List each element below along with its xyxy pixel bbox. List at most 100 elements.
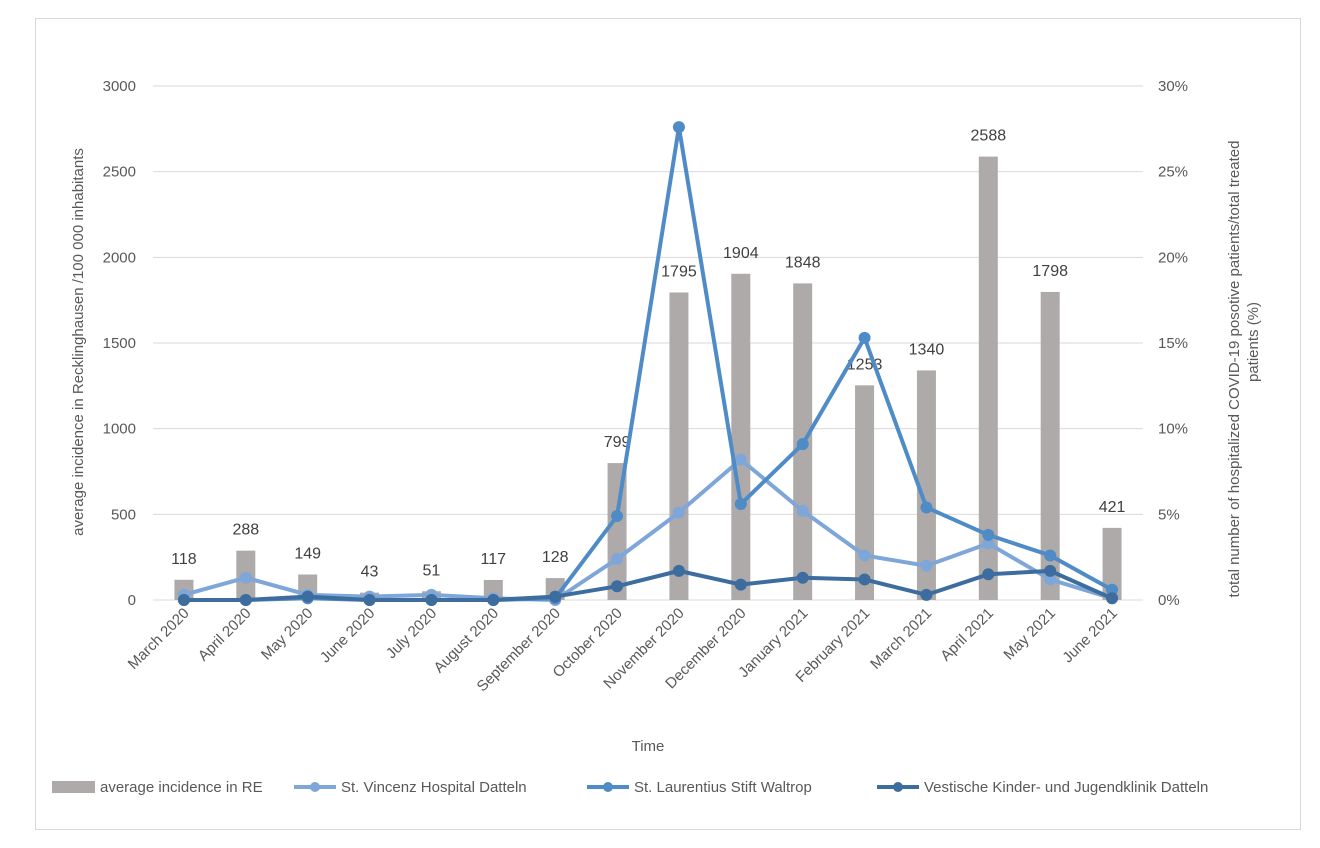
series-point bbox=[672, 121, 685, 134]
series-line bbox=[183, 125, 1114, 602]
x-tick-label: June 2020 bbox=[317, 605, 379, 667]
series-point bbox=[920, 559, 933, 572]
series-point bbox=[796, 571, 809, 584]
x-tick-labels: March 2020 April 2020 May 2020 June 2020 Jul… bbox=[125, 605, 1121, 695]
y-left-tick-label: 2500 bbox=[103, 164, 136, 181]
x-tick-label: March 2021 bbox=[867, 605, 935, 673]
y-right-tick-label: 10% bbox=[1158, 421, 1188, 438]
series-line bbox=[183, 457, 1113, 602]
bar-data-label: 117 bbox=[481, 551, 507, 568]
bar bbox=[855, 385, 875, 600]
legend-swatch-laurentius-marker bbox=[603, 782, 613, 792]
bar bbox=[978, 156, 998, 600]
bar-data-label: 1798 bbox=[1032, 263, 1068, 280]
x-tick-label: May 2020 bbox=[258, 605, 317, 664]
x-tick-label: March 2020 bbox=[125, 605, 193, 673]
y-left-tick-label: 0 bbox=[128, 592, 136, 609]
y-right-axis-title-line1: total number of hospitalized COVID-19 po… bbox=[1226, 141, 1243, 598]
y-right-tick-labels: 0% 5% 10% 15% 20% 25% 30% bbox=[1158, 78, 1188, 609]
series-point bbox=[363, 594, 376, 606]
legend-swatch-incidence bbox=[52, 781, 95, 793]
legend: average incidence in RE St. Vincenz Hosp… bbox=[52, 779, 1208, 796]
series-point bbox=[239, 594, 252, 606]
series-point bbox=[920, 588, 933, 601]
series-point bbox=[734, 578, 747, 591]
line-series-group bbox=[177, 121, 1119, 606]
series-point bbox=[487, 594, 500, 606]
y-right-tick-label: 20% bbox=[1158, 249, 1188, 266]
bar-data-label: 51 bbox=[423, 562, 441, 579]
series-point bbox=[672, 564, 685, 577]
series-point bbox=[858, 331, 871, 344]
y-right-tick-label: 0% bbox=[1158, 592, 1180, 609]
bar bbox=[669, 292, 689, 600]
y-right-tick-label: 25% bbox=[1158, 164, 1188, 181]
series-point bbox=[301, 590, 314, 603]
legend-label-incidence: average incidence in RE bbox=[100, 779, 263, 796]
legend-label-vestische: Vestische Kinder- und Jugendklinik Datte… bbox=[924, 779, 1208, 796]
series-point bbox=[858, 549, 871, 562]
x-tick-label: June 2021 bbox=[1059, 605, 1121, 667]
series-point bbox=[425, 594, 438, 606]
series-point bbox=[1044, 564, 1057, 577]
y-left-tick-label: 1500 bbox=[103, 335, 136, 352]
series-point bbox=[611, 580, 624, 593]
bar-data-label: 1904 bbox=[723, 245, 759, 262]
series-point bbox=[611, 552, 624, 565]
y-right-tick-label: 30% bbox=[1158, 78, 1188, 95]
series-point bbox=[549, 590, 562, 603]
series-point bbox=[982, 537, 995, 550]
series-point bbox=[858, 573, 871, 586]
series-point bbox=[920, 501, 933, 514]
series-point bbox=[796, 438, 809, 451]
y-right-tick-label: 5% bbox=[1158, 506, 1180, 523]
series-point bbox=[796, 504, 809, 517]
x-axis-title: Time bbox=[632, 738, 665, 755]
series-point bbox=[1106, 592, 1119, 605]
series-point bbox=[1044, 549, 1057, 562]
bar-data-label: 128 bbox=[542, 549, 569, 566]
series-point bbox=[177, 594, 190, 606]
x-tick-label: July 2020 bbox=[383, 605, 440, 662]
series-point bbox=[982, 528, 995, 541]
series-point bbox=[982, 568, 995, 581]
bar bbox=[731, 273, 751, 600]
x-tick-label: April 2021 bbox=[937, 605, 997, 665]
y-right-axis-title-line2: patients (%) bbox=[1245, 302, 1262, 382]
series-point bbox=[611, 510, 624, 523]
y-left-tick-labels: 0 500 1000 1500 2000 2500 3000 bbox=[103, 78, 136, 609]
bar-data-label: 43 bbox=[361, 564, 379, 581]
series-line bbox=[183, 568, 1113, 602]
bar-data-label: 799 bbox=[604, 434, 631, 451]
series-point bbox=[239, 571, 252, 584]
bar-data-label: 2588 bbox=[971, 128, 1007, 145]
bar bbox=[1102, 527, 1122, 600]
bar-data-label: 1340 bbox=[909, 341, 945, 358]
y-left-tick-label: 1000 bbox=[103, 421, 136, 438]
series-point bbox=[1106, 583, 1119, 596]
bar-data-label: 421 bbox=[1099, 499, 1126, 516]
bar-data-label: 1848 bbox=[785, 254, 821, 271]
legend-label-laurentius: St. Laurentius Stift Waltrop bbox=[634, 779, 812, 796]
bar bbox=[916, 370, 936, 600]
y-left-axis-title: average incidence in Recklinghausen /100… bbox=[70, 148, 87, 536]
chart-frame bbox=[35, 18, 1301, 830]
bar bbox=[1040, 291, 1060, 600]
y-left-tick-label: 500 bbox=[111, 506, 136, 523]
bar-data-label: 1795 bbox=[661, 263, 697, 280]
bar-data-label: 118 bbox=[171, 551, 197, 568]
series-point bbox=[734, 498, 747, 511]
y-right-tick-label: 15% bbox=[1158, 335, 1188, 352]
series-point bbox=[734, 453, 747, 466]
legend-swatch-vestische-marker bbox=[893, 782, 903, 792]
x-tick-label: May 2021 bbox=[1000, 605, 1059, 664]
bar-data-label: 149 bbox=[294, 545, 321, 562]
y-left-tick-label: 2000 bbox=[103, 249, 136, 266]
legend-label-vincenz: St. Vincenz Hospital Datteln bbox=[341, 779, 527, 796]
x-tick-label: April 2020 bbox=[195, 605, 255, 665]
series-point bbox=[1044, 573, 1057, 586]
line-series bbox=[177, 564, 1119, 606]
series-point bbox=[672, 506, 685, 519]
